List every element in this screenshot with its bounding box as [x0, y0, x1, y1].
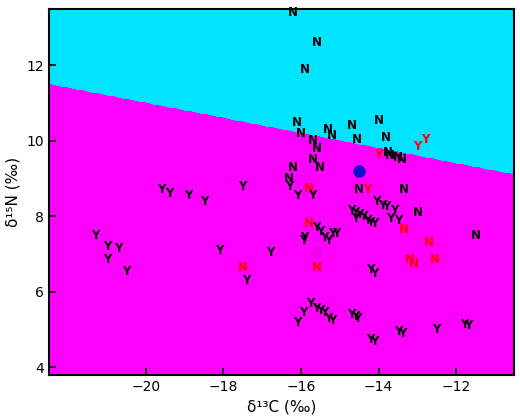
Text: Y: Y [367, 263, 375, 276]
Text: Y: Y [382, 200, 391, 213]
Text: Y: Y [421, 132, 430, 145]
Text: N: N [383, 146, 393, 159]
Text: N: N [311, 142, 321, 155]
Text: Y: Y [353, 312, 361, 325]
Text: Y: Y [332, 227, 340, 240]
Text: Y: Y [298, 306, 307, 319]
Text: N: N [288, 161, 298, 174]
Text: Y: Y [215, 244, 224, 257]
Y-axis label: δ¹⁵N (‰): δ¹⁵N (‰) [6, 157, 21, 227]
Text: N: N [307, 134, 318, 147]
X-axis label: δ¹³C (‰): δ¹³C (‰) [247, 399, 316, 415]
Text: N: N [304, 181, 314, 194]
Text: Y: Y [298, 234, 307, 247]
Text: Y: Y [367, 333, 375, 346]
Text: N: N [409, 257, 419, 270]
Text: N: N [385, 150, 395, 163]
Text: Y: Y [242, 274, 251, 287]
Text: N: N [284, 172, 294, 185]
Text: Y: Y [301, 231, 309, 244]
Text: Y: Y [157, 184, 165, 197]
Text: Y: Y [371, 267, 379, 280]
Text: Y: Y [355, 208, 363, 221]
Text: Y: Y [285, 180, 293, 193]
Text: Y: Y [324, 312, 332, 325]
Text: Y: Y [114, 242, 123, 255]
Text: Y: Y [184, 189, 192, 202]
Text: Y: Y [371, 335, 379, 347]
Text: N: N [307, 153, 318, 166]
Text: Y: Y [394, 214, 402, 227]
Text: Y: Y [102, 253, 111, 266]
Text: Y: Y [239, 180, 247, 193]
Text: N: N [300, 63, 310, 76]
Text: Y: Y [165, 187, 173, 200]
Text: N: N [424, 236, 434, 249]
Text: Y: Y [351, 212, 359, 225]
Text: Y: Y [266, 246, 274, 259]
Text: N: N [323, 123, 333, 136]
Text: N: N [352, 132, 362, 145]
Text: Y: Y [359, 210, 367, 223]
Text: N: N [296, 127, 306, 140]
Text: Y: Y [316, 304, 324, 318]
Text: Y: Y [460, 318, 468, 331]
Text: Y: Y [308, 189, 317, 202]
Text: N: N [292, 116, 302, 129]
Text: Y: Y [320, 306, 329, 319]
Text: Y: Y [293, 316, 301, 329]
Text: N: N [238, 261, 248, 274]
Text: N: N [373, 114, 384, 126]
Text: Y: Y [316, 225, 324, 238]
Text: Y: Y [374, 147, 383, 160]
Text: Y: Y [313, 221, 321, 234]
Text: Y: Y [347, 204, 356, 217]
Text: N: N [288, 6, 298, 19]
Text: N: N [397, 153, 407, 166]
Text: N: N [304, 218, 314, 231]
Text: Y: Y [372, 195, 381, 208]
Text: N: N [399, 223, 409, 236]
Text: Y: Y [328, 227, 336, 240]
Text: Y: Y [313, 302, 321, 315]
Text: N: N [430, 253, 440, 266]
Text: Y: Y [200, 195, 208, 208]
Text: Y: Y [386, 212, 394, 225]
Text: N: N [315, 161, 326, 174]
Text: N: N [354, 184, 364, 197]
Text: Y: Y [306, 297, 315, 310]
Text: Y: Y [390, 204, 398, 217]
Text: Y: Y [351, 310, 359, 323]
Text: N: N [346, 119, 356, 132]
Text: Y: Y [347, 308, 356, 321]
Text: Y: Y [367, 215, 375, 228]
Text: Y: Y [324, 234, 332, 247]
Text: Y: Y [363, 184, 371, 197]
Text: N: N [412, 206, 422, 219]
Text: N: N [405, 253, 414, 266]
Text: Y: Y [293, 189, 301, 202]
Text: N: N [471, 229, 480, 242]
Text: Y: Y [320, 231, 329, 244]
Text: Y: Y [433, 323, 441, 336]
Text: N: N [393, 151, 403, 164]
Text: Y: Y [363, 214, 371, 227]
Text: N: N [399, 184, 409, 197]
Text: Y: Y [378, 199, 387, 212]
Text: Y: Y [371, 218, 379, 231]
Text: Y: Y [351, 206, 359, 219]
Text: Y: Y [328, 314, 336, 327]
Text: Y: Y [102, 240, 111, 253]
Text: N: N [311, 261, 321, 274]
Text: Y: Y [91, 229, 99, 242]
Text: Y: Y [122, 265, 131, 278]
Text: Y: Y [464, 320, 472, 333]
Text: N: N [381, 131, 392, 144]
Text: Y: Y [398, 327, 406, 340]
Text: Y: Y [413, 140, 422, 153]
Text: N: N [311, 36, 321, 49]
Text: Y: Y [394, 325, 402, 338]
Text: N: N [327, 129, 337, 142]
Polygon shape [48, 84, 514, 375]
